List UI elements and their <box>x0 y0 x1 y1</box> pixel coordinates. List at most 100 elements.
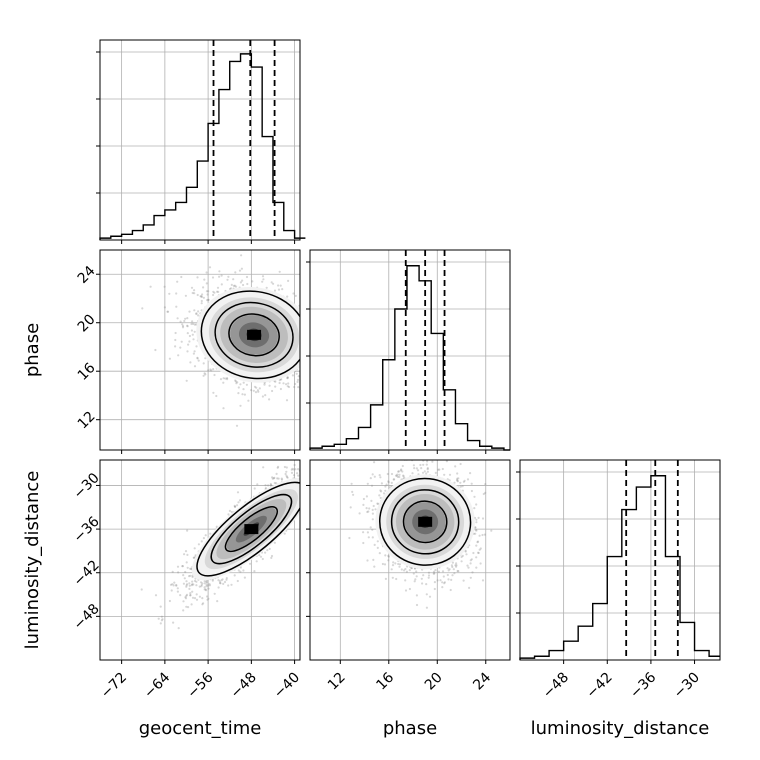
sample-point <box>304 344 306 346</box>
sample-point <box>308 470 310 472</box>
sample-point <box>191 333 194 336</box>
sample-point <box>389 426 391 428</box>
sample-point <box>228 287 232 291</box>
sample-point <box>303 320 305 322</box>
sample-point <box>274 380 277 383</box>
sample-point <box>371 473 374 476</box>
sample-point <box>313 299 315 301</box>
sample-point <box>404 589 408 592</box>
sample-point <box>386 472 389 476</box>
sample-point <box>274 385 277 388</box>
sample-point <box>292 292 295 295</box>
sample-point <box>464 550 467 553</box>
sample-point <box>301 324 303 326</box>
sample-point <box>302 446 304 448</box>
sample-point <box>285 399 289 402</box>
sample-point <box>222 377 225 380</box>
sample-point <box>272 477 275 480</box>
sample-point <box>395 474 398 477</box>
sample-point <box>313 465 315 467</box>
sample-point <box>320 472 322 474</box>
sample-point <box>220 579 223 582</box>
sample-point <box>315 327 317 329</box>
sample-point <box>202 374 205 377</box>
sample-point <box>245 275 249 279</box>
sample-point <box>203 278 206 281</box>
sample-point <box>166 310 170 313</box>
sample-point <box>196 276 199 279</box>
sample-point <box>450 564 453 567</box>
sample-point <box>234 271 237 274</box>
sample-point <box>157 617 160 620</box>
sample-point <box>277 288 281 291</box>
sample-point <box>239 281 242 284</box>
sample-point <box>475 518 478 521</box>
sample-point <box>200 299 203 303</box>
sample-point <box>307 480 309 482</box>
sample-point <box>425 583 428 586</box>
sample-point <box>227 513 230 516</box>
sample-point <box>275 472 278 475</box>
sample-point <box>216 286 220 289</box>
sample-point <box>270 281 273 284</box>
sample-point <box>286 376 289 379</box>
sample-point <box>317 361 319 363</box>
sample-point <box>189 594 192 597</box>
sample-point <box>307 362 309 364</box>
sample-point <box>462 480 465 483</box>
sample-point <box>212 391 215 394</box>
sample-point <box>452 568 455 571</box>
sample-point <box>253 385 257 388</box>
sample-point <box>207 587 210 590</box>
sample-point <box>188 584 191 587</box>
sample-point <box>237 569 240 572</box>
sample-point <box>204 534 207 537</box>
sample-point <box>414 578 417 581</box>
sample-point <box>182 574 185 577</box>
sample-point <box>300 497 302 499</box>
sample-point <box>412 572 415 575</box>
sample-point <box>275 482 278 485</box>
sample-point <box>189 594 192 597</box>
sample-point <box>268 398 271 401</box>
sample-point <box>371 536 374 539</box>
sample-point <box>428 595 432 598</box>
sample-point <box>159 622 162 625</box>
sample-point <box>413 467 416 470</box>
sample-point <box>187 606 190 609</box>
sample-point <box>301 478 303 480</box>
sample-point <box>297 386 300 389</box>
sample-point <box>233 574 236 577</box>
sample-point <box>229 287 233 290</box>
sample-point <box>222 381 225 384</box>
contour-line <box>210 493 293 565</box>
sample-point <box>271 389 274 393</box>
sample-point <box>400 468 403 471</box>
sample-point <box>235 424 239 427</box>
sample-point <box>191 590 194 593</box>
sample-point <box>264 551 267 554</box>
sample-point <box>369 526 372 529</box>
sample-point <box>465 553 468 556</box>
sample-point <box>433 572 436 575</box>
sample-point <box>193 556 196 559</box>
sample-point <box>334 367 336 369</box>
sample-point <box>328 466 330 468</box>
sample-point <box>179 320 182 323</box>
sample-point <box>293 463 296 467</box>
sample-point <box>264 394 267 397</box>
sample-point <box>305 341 307 343</box>
sample-point <box>208 583 211 586</box>
sample-point <box>303 479 305 481</box>
sample-point <box>154 348 157 352</box>
sample-point <box>303 330 305 332</box>
sample-point <box>170 589 173 592</box>
sample-point <box>190 603 193 606</box>
sample-point <box>306 324 308 326</box>
sample-point <box>397 470 400 473</box>
sample-point <box>206 598 209 601</box>
sample-point <box>255 386 258 389</box>
sample-point <box>490 529 493 532</box>
sample-point <box>193 597 197 600</box>
sample-point <box>317 482 319 484</box>
